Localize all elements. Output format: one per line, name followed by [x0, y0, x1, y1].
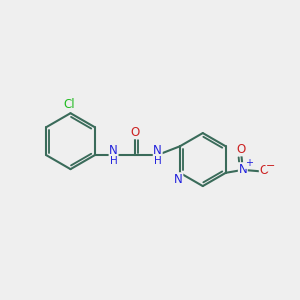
- Text: N: N: [174, 173, 183, 186]
- Text: O: O: [130, 126, 140, 139]
- Text: +: +: [245, 158, 253, 168]
- Text: Cl: Cl: [63, 98, 75, 111]
- Text: O: O: [237, 143, 246, 156]
- Text: N: N: [109, 144, 118, 157]
- Text: N: N: [238, 163, 247, 176]
- Text: O: O: [260, 164, 268, 177]
- Text: H: H: [154, 156, 162, 166]
- Text: H: H: [110, 156, 117, 166]
- Text: −: −: [266, 161, 275, 171]
- Text: N: N: [153, 144, 162, 157]
